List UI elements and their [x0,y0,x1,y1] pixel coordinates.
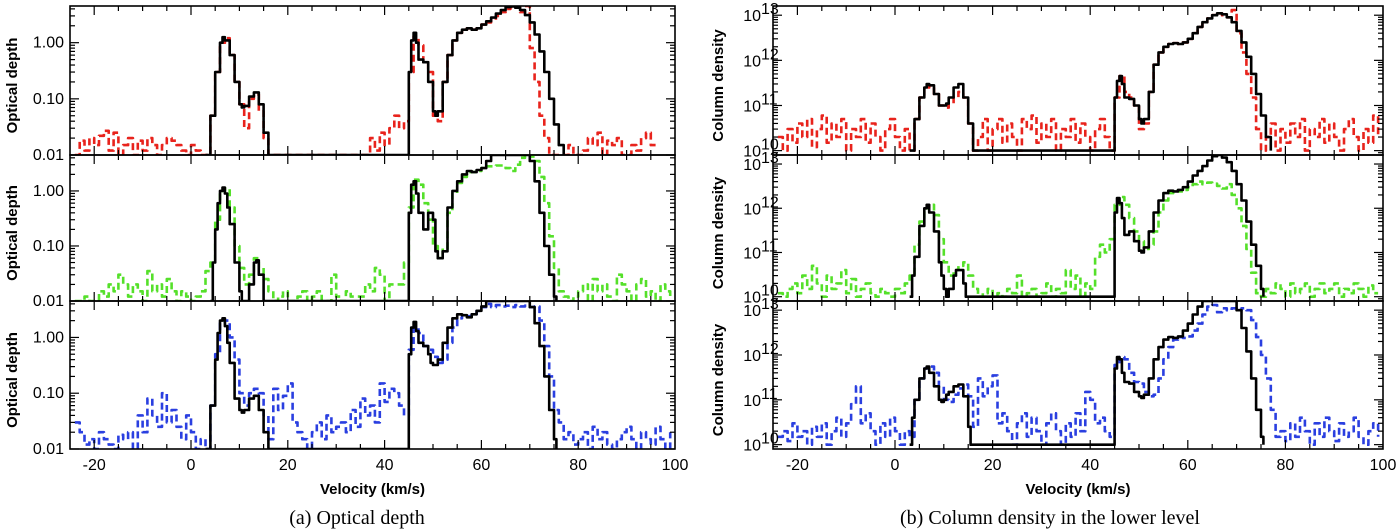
observed-line [777,180,1379,298]
series-group [74,155,672,301]
y-tick-label: 10 [743,245,761,262]
caption-column-density: (b) Column density in the lower level [900,507,1200,529]
model-line [909,155,1265,298]
y-tick-exponent: 11 [761,386,778,403]
y-axis-label: Column density [710,29,727,142]
series-group [777,301,1380,446]
x-tick-label: 40 [376,457,394,474]
panel-frame [69,154,676,302]
observed-line [777,8,1380,152]
y-tick-exponent: 12 [761,46,779,63]
y-tick-label: 0.10 [33,385,64,402]
y-tick-label: 10 [743,201,761,218]
y-tick-label: 10 [743,53,761,70]
y-tick-label: 0.10 [33,238,64,255]
series-group [777,155,1379,298]
series-group [74,6,656,155]
y-tick-exponent: 10 [761,431,779,448]
x-tick-label: 20 [279,457,297,474]
y-tick-label: 1.00 [33,35,64,52]
y-tick-exponent: 11 [761,91,778,108]
x-tick-label: 100 [1370,457,1397,474]
x-tick-label: 100 [662,457,689,474]
x-tick-label: 0 [891,457,900,474]
y-tick-exponent: 10 [761,283,779,300]
panel-frame [772,154,1384,302]
y-tick-exponent: 12 [761,194,779,211]
y-tick-label: 10 [743,393,761,410]
y-tick-label: 10 [743,98,761,115]
y-axis-label: Column density [710,323,727,436]
model-line [205,6,565,155]
y-tick-label: 0.01 [33,441,64,458]
y-tick-exponent: 13 [761,1,779,18]
x-tick-label: 80 [569,457,587,474]
panel-1: 0.01 0.10 1.00 Optical depth [4,5,676,164]
x-tick-label: 60 [473,457,491,474]
y-tick-label: 10 [743,8,761,25]
x-tick-label: -20 [786,457,809,474]
y-tick-exponent: 13 [761,150,779,167]
model-line [909,12,1273,152]
x-tick-label: -20 [83,457,106,474]
panel-frame [69,5,676,156]
panel-frame [772,300,1384,450]
observed-line [74,302,672,449]
observed-line [74,6,656,155]
model-line [909,301,1265,446]
y-tick-label: 10 [743,157,761,174]
y-tick-label: 1.00 [33,329,64,346]
observed-line [777,303,1380,446]
x-axis-label: Velocity (km/s) [1025,481,1130,498]
model-line [205,301,558,449]
series-group [777,8,1380,152]
x-tick-label: 0 [187,457,196,474]
y-tick-label: 1.00 [33,183,64,200]
x-tick-label: 60 [1179,457,1197,474]
x-tick-label: 40 [1081,457,1099,474]
y-tick-label: 0.01 [33,147,64,164]
x-tick-label: 80 [1277,457,1295,474]
y-tick-exponent: 13 [761,296,779,313]
panel-frame [69,300,676,450]
optical-depth-chart: 0.01 0.10 1.00 Optical depth 0.01 0.10 1.00 Opt… [4,5,689,498]
y-axis-label: Optical depth [4,332,21,428]
y-tick-label: 0.01 [33,293,64,310]
observed-line [74,155,672,301]
x-tick-label: 20 [984,457,1002,474]
y-tick-label: 10 [743,438,761,455]
y-tick-label: 0.10 [33,91,64,108]
series-group [74,301,672,449]
caption-optical-depth: (a) Optical depth [289,507,425,529]
panel-3: 0.01 0.10 1.00 Optical depth [4,300,676,458]
model-line [210,155,558,301]
y-tick-label: 10 [743,144,761,161]
panel-2: 0.01 0.10 1.00 Optical depth [4,154,676,310]
y-tick-exponent: 10 [761,137,779,154]
y-tick-label: 10 [743,348,761,365]
y-axis-label: Column density [710,176,727,289]
y-axis-label: Optical depth [4,185,21,281]
y-tick-label: 10 [743,290,761,307]
y-tick-exponent: 11 [761,238,778,255]
y-tick-exponent: 12 [761,341,779,358]
x-axis-label: Velocity (km/s) [320,481,425,498]
y-tick-label: 10 [743,303,761,320]
y-axis-label: Optical depth [4,38,21,134]
